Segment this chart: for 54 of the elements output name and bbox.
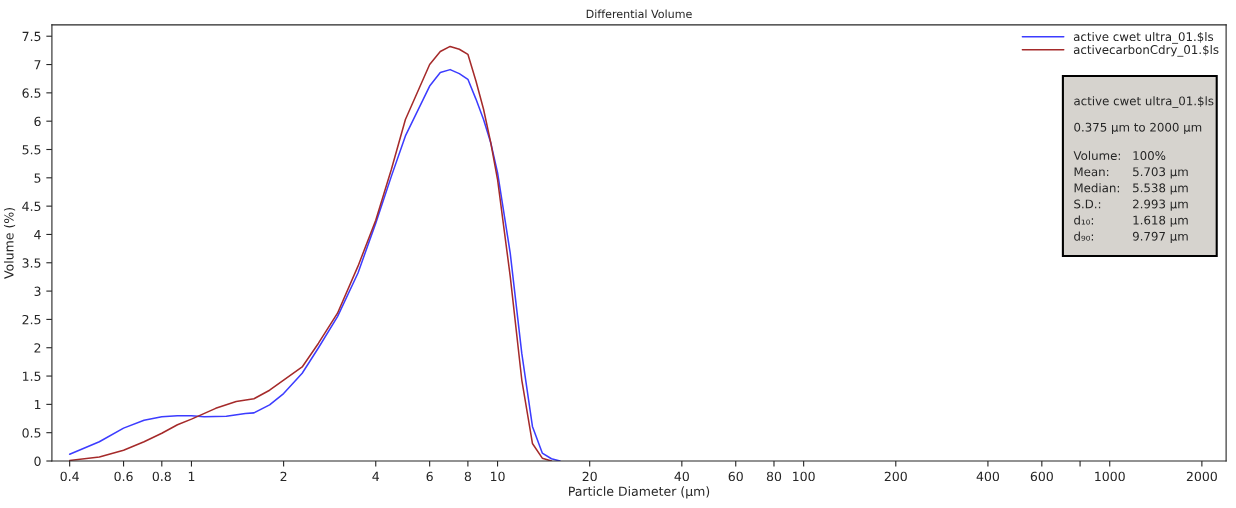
x-tick-label: 1000 xyxy=(1095,471,1125,482)
x-tick-label: 1 xyxy=(188,471,195,481)
y-tick-label: 0.5 xyxy=(22,428,41,438)
x-tick-label: 2 xyxy=(280,471,287,481)
x-tick-label: 10 xyxy=(490,471,505,482)
x-tick-label: 80 xyxy=(766,471,782,482)
x-tick-label: 400 xyxy=(976,471,1000,482)
y-tick-label: 6.5 xyxy=(22,88,41,98)
y-tick-label: 5 xyxy=(34,173,41,183)
annotation: 1.618 µm xyxy=(1133,215,1188,227)
y-tick-label: 6 xyxy=(34,116,41,127)
y-tick-label: 7 xyxy=(34,60,41,70)
y-tick-label: 4.5 xyxy=(22,201,41,212)
annotation: Median: xyxy=(1074,183,1119,193)
x-tick-label: 60 xyxy=(728,471,743,482)
annotation: active cwet ultra_01.$ls xyxy=(1074,96,1214,108)
x-tick-label: 6 xyxy=(426,471,433,482)
x-tick-label: 200 xyxy=(884,471,907,482)
y-tick-label: 3 xyxy=(34,286,41,297)
x-tick-label: 0.8 xyxy=(152,471,171,482)
annotation: 5.538 µm xyxy=(1133,183,1188,195)
annotation: S.D.: xyxy=(1074,199,1101,209)
x-tick-label: 600 xyxy=(1030,471,1053,482)
annotation: 5.703 µm xyxy=(1133,167,1188,179)
annotation: Volume: xyxy=(1073,150,1120,161)
x-tick-label: 20 xyxy=(582,471,597,482)
y-tick-label: 4 xyxy=(34,230,41,240)
x-tick-label: 0.6 xyxy=(114,471,133,482)
y-tick-label: 5.5 xyxy=(22,145,41,155)
x-tick-label: 4 xyxy=(372,471,380,481)
annotation: d₉₀: xyxy=(1074,231,1094,241)
annotation: 2.993 µm xyxy=(1133,199,1188,211)
y-tick-label: 1.5 xyxy=(22,371,41,381)
annotation: 100% xyxy=(1133,151,1166,161)
x-tick-label: 40 xyxy=(674,471,689,482)
x-tick-label: 0.4 xyxy=(60,471,79,482)
y-tick-label: 2.5 xyxy=(22,314,41,325)
chart-title: Differential Volume xyxy=(586,9,692,19)
annotation: Mean: xyxy=(1074,167,1109,177)
x-tick-label: 100 xyxy=(793,471,815,482)
annotation: d₁₀: xyxy=(1074,215,1094,225)
annotation: 9.797 µm xyxy=(1132,231,1188,243)
y-tick-label: 0 xyxy=(34,456,41,466)
y-tick-label: 3.5 xyxy=(22,258,41,268)
y-axis-title: Volume (%) xyxy=(3,207,16,279)
x-tick-label: 8 xyxy=(464,471,472,482)
y-tick-label: 7.5 xyxy=(22,31,41,42)
x-tick-label: 2000 xyxy=(1186,471,1217,482)
legend-label: activecarbonCdry_01.$ls xyxy=(1073,44,1219,57)
x-axis-title: Particle Diameter (µm) xyxy=(569,486,710,499)
annotation: 0.375 µm to 2000 µm xyxy=(1074,122,1202,134)
y-tick-label: 1 xyxy=(34,400,41,410)
y-tick-label: 2 xyxy=(34,343,41,353)
legend-label: active cwet ultra_01.$ls xyxy=(1073,31,1214,44)
